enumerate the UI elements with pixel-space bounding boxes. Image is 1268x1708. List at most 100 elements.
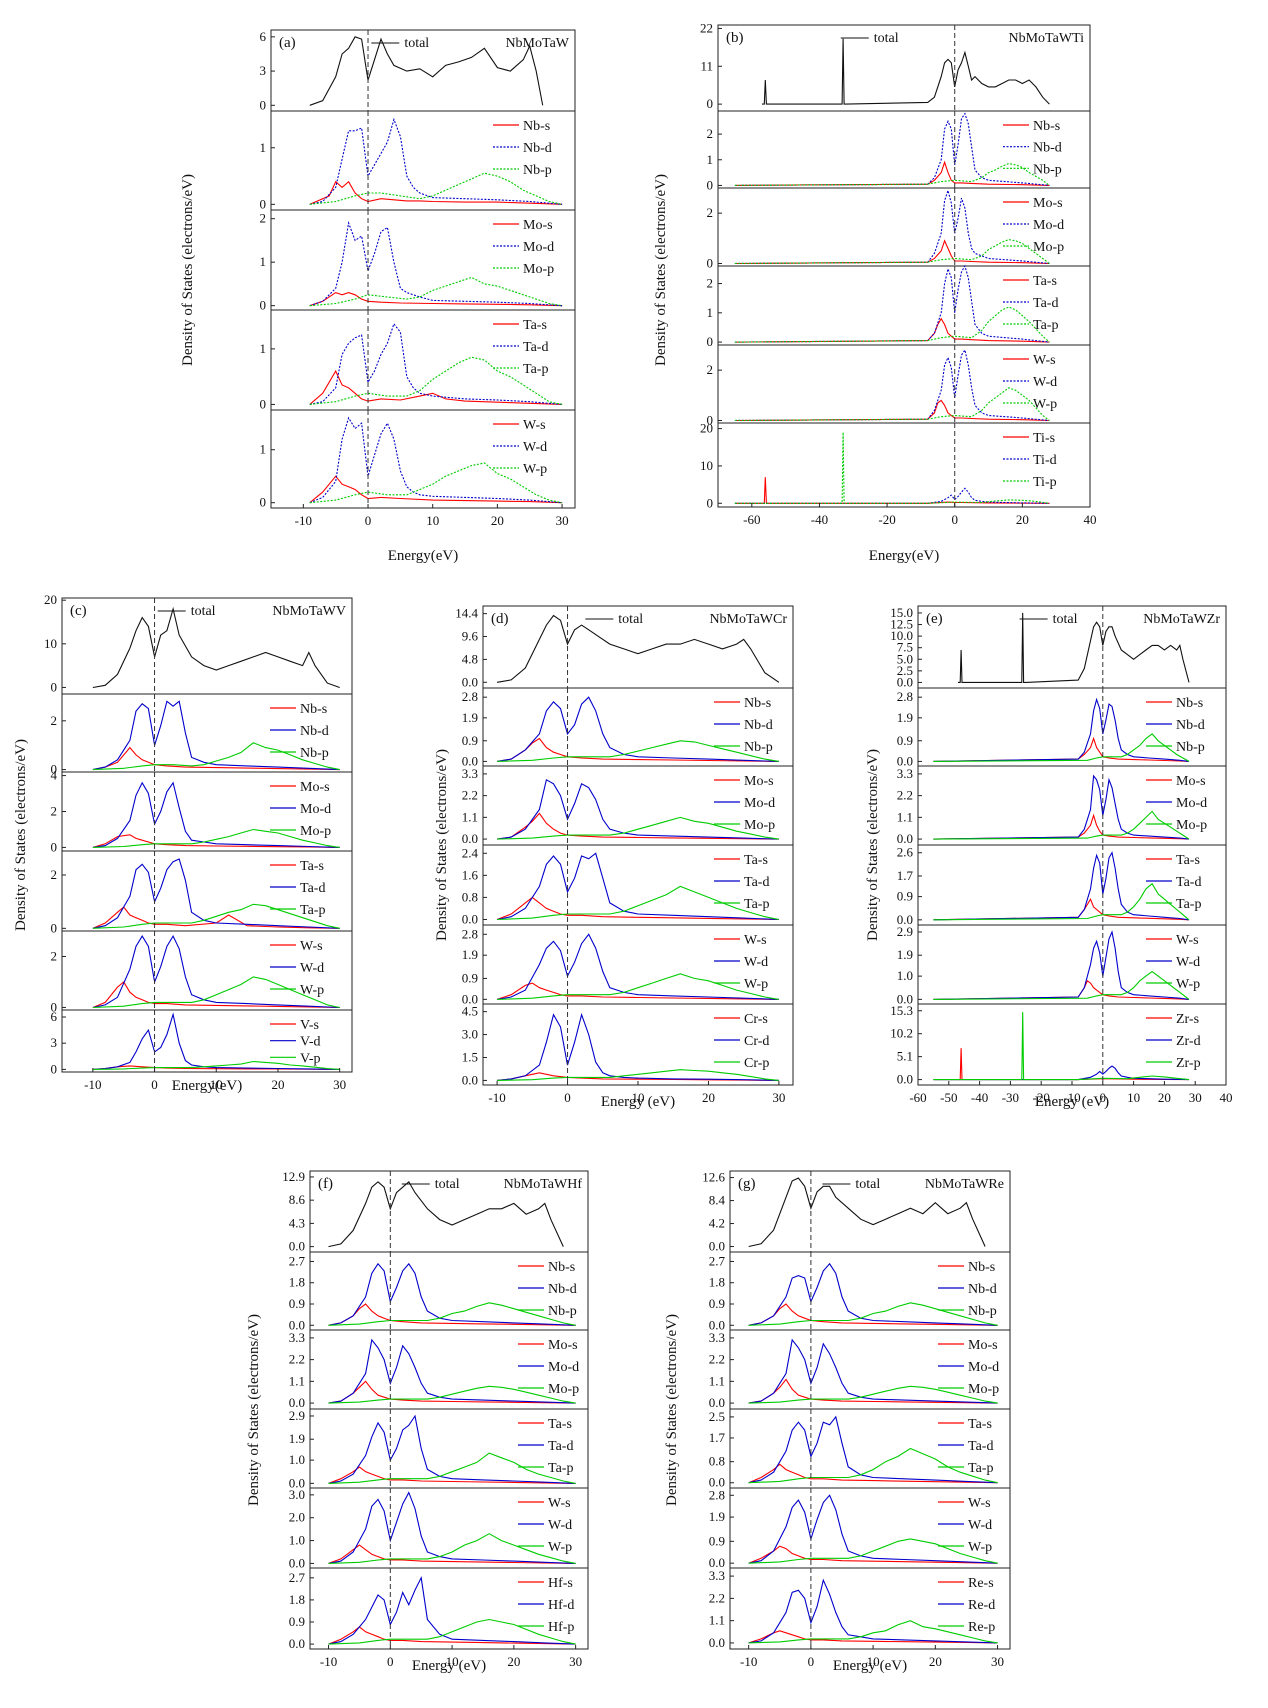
panel-total: 0 11 22 total NbMoTaWTi (b) [700, 20, 1091, 112]
x-tick-label: 10 [1127, 1090, 1140, 1105]
y-tick-label: 2.8 [462, 689, 478, 704]
series-line-Mo-s [734, 239, 1050, 265]
legend-label: Nb-s [968, 1260, 995, 1275]
legend-label: Ta-p [1176, 897, 1201, 912]
y-tick-label: 1 [260, 254, 267, 269]
figure-e: 0.02.55.07.510.012.515.0 total NbMoTaWZr(e… [865, 605, 1233, 1110]
legend-label: W-p [523, 462, 547, 477]
y-tick-label: 0.0 [462, 674, 478, 689]
legend-label: Hf-s [548, 1576, 573, 1591]
legend-label: Nb-s [300, 702, 327, 717]
y-tick-label: 0.0 [289, 1475, 305, 1490]
y-tick-label: 0 [260, 196, 267, 211]
y-tick-label: 0.9 [709, 1533, 725, 1548]
legend-label: V-p [300, 1051, 321, 1066]
legend-label: W-p [300, 983, 324, 998]
panel-4: 0.0 1.0 1.9 2.9 W-s W-d W-p [897, 924, 1227, 1006]
series-line-Ta-p [748, 1447, 998, 1484]
legend-label: Mo-s [1176, 774, 1206, 789]
x-tick-label: -40 [811, 512, 828, 527]
y-tick-label: 1.1 [709, 1373, 725, 1388]
y-tick-label: 1.7 [709, 1430, 726, 1445]
series-line-Mo-s [309, 291, 563, 307]
legend-label: W-s [1176, 933, 1199, 948]
y-tick-label: 4 [51, 768, 58, 783]
legend-label-total: total [874, 31, 899, 46]
y-tick-label: 0.0 [897, 831, 913, 846]
panel-4: 0.0 0.9 1.9 2.8 W-s W-d W-p [462, 924, 794, 1006]
x-tick-label: 10 [632, 1090, 645, 1105]
legend-label: V-d [300, 1035, 321, 1050]
panel-3: 0 1 Ta-s Ta-d Ta-p [260, 309, 576, 411]
series-line-Ta-p [497, 885, 780, 921]
legend-label: Nb-p [300, 746, 329, 761]
y-tick-label: 2 [260, 211, 267, 226]
y-tick-label: 1.9 [709, 1509, 725, 1524]
legend-label: Ta-p [968, 1461, 993, 1476]
series-line-Nb-d [748, 1262, 998, 1326]
legend-label: Mo-s [523, 218, 553, 233]
x-tick-label: 40 [1084, 512, 1097, 527]
figure-d: 0.0 4.8 9.6 14.4 total NbMoTaWCr (d) 0.0 0.9 1.9 2… [434, 605, 794, 1110]
legend-label-total: total [191, 604, 216, 619]
y-tick-label: 1.9 [897, 710, 913, 725]
legend-label: Ta-d [968, 1439, 993, 1454]
y-tick-label: 10 [44, 636, 57, 651]
panel-5: 0.0 1.1 2.2 3.3 Re-s Re-d Re-p [709, 1567, 1011, 1650]
panel-tag: (a) [279, 35, 296, 51]
y-tick-label: 5.0 [897, 651, 913, 666]
panel-3: 0.0 0.9 1.7 2.6 Ta-s Ta-d Ta-p [897, 844, 1227, 927]
y-tick-label: 0.0 [462, 991, 478, 1006]
legend-label: Mo-p [1176, 818, 1207, 833]
series-line-total [328, 1180, 564, 1248]
panel-4: 0.0 1.0 2.0 3.0 W-s W-d W-p [289, 1487, 589, 1570]
y-tick-label: 10.2 [890, 1026, 913, 1041]
y-tick-label: 4.5 [462, 1004, 478, 1019]
y-tick-label: 3 [260, 63, 267, 78]
series-line-Mo-p [328, 1385, 576, 1404]
series-line-W-d [933, 930, 1190, 1000]
legend-label: W-p [1176, 977, 1200, 992]
legend-label: Mo-p [744, 818, 775, 833]
series-line-Cr-p [497, 1069, 779, 1081]
series-line-Ta-p [328, 1452, 576, 1484]
y-axis-label: Density of States (electrons/eV) [13, 739, 29, 931]
series-line-Mo-d [92, 781, 340, 848]
panel-1: 0 1 2 Nb-s Nb-d Nb-p [707, 110, 1091, 192]
y-tick-label: 4.3 [289, 1215, 305, 1230]
series-line-W-d [497, 933, 779, 1000]
panel-5: 0.0 5.1 10.2 15.3 Zr-s Zr-d Zr-p [890, 1003, 1227, 1087]
y-tick-label: 0.9 [897, 733, 913, 748]
y-tick-label: 2.5 [897, 663, 913, 678]
series-line-V-d [92, 1012, 340, 1070]
y-tick-label: 2.7 [289, 1253, 306, 1268]
legend-label: W-p [744, 977, 768, 992]
y-tick-label: 0 [51, 999, 58, 1014]
legend-label: Mo-d [548, 1360, 579, 1375]
y-tick-label: 0.0 [897, 912, 913, 927]
series-line-Ta-d [92, 858, 340, 929]
x-tick-label: 0 [808, 1654, 815, 1669]
y-tick-label: 0.0 [709, 1239, 725, 1254]
y-tick-label: 20 [700, 421, 713, 436]
legend-label: W-d [523, 440, 547, 455]
legend-label: Mo-p [1033, 240, 1064, 255]
series-line-Ta-d [748, 1415, 998, 1484]
x-tick-label: 30 [1189, 1090, 1202, 1105]
panel-1: 0.0 0.9 1.9 2.8 Nb-s Nb-d Nb-p [897, 687, 1227, 768]
series-line-Nb-s [748, 1303, 998, 1326]
x-tick-label: -10 [740, 1654, 757, 1669]
x-tick-label: 30 [772, 1090, 785, 1105]
legend-label: Mo-p [300, 824, 331, 839]
x-axis-label: Energy (eV) [412, 1658, 486, 1674]
panel-tag: (b) [726, 30, 744, 46]
legend-label: W-p [968, 1540, 992, 1555]
legend-label: Zr-s [1176, 1012, 1199, 1027]
series-line-Cr-d [497, 1012, 779, 1081]
legend-label: Mo-d [744, 796, 775, 811]
panel-1: 0 2 Nb-s Nb-d Nb-p [51, 693, 353, 777]
legend-label: Nb-s [744, 696, 771, 711]
legend-label: Nb-p [548, 1304, 577, 1319]
series-line-Ta-d [496, 852, 779, 921]
series-line-Ta-s [309, 369, 563, 405]
